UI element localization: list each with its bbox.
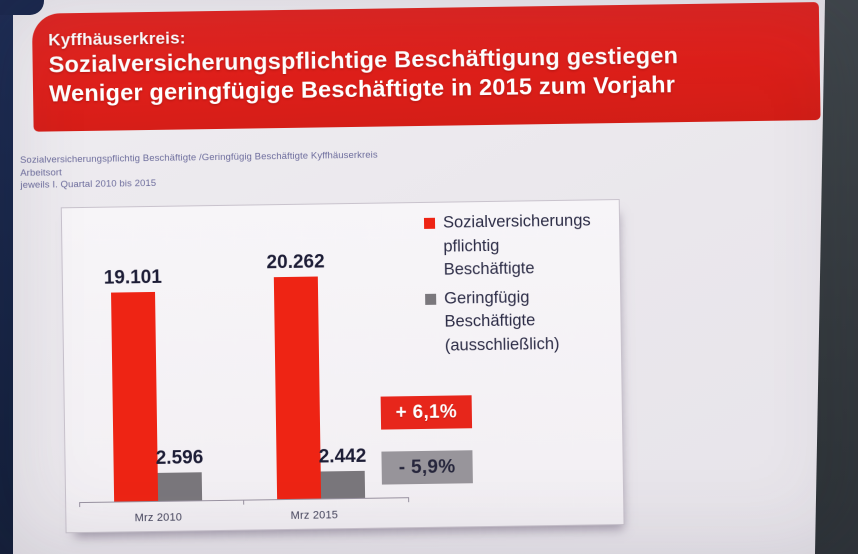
legend-item-gf: Geringfügig Beschäftigte (ausschließlich… bbox=[425, 285, 593, 358]
bar-group-mrz2010: 19.101 2.596 bbox=[104, 266, 204, 502]
x-axis-tick bbox=[79, 503, 81, 508]
bar-gf-mrz2015 bbox=[320, 470, 366, 499]
change-badge-gf: - 5,9% bbox=[381, 450, 473, 485]
photo-edge-left bbox=[0, 0, 13, 554]
bar-group-mrz2015: 20.262 2.442 bbox=[266, 251, 367, 500]
photo-edge-top-left bbox=[0, 0, 44, 15]
x-axis-tick bbox=[408, 498, 410, 503]
legend-label-gf: Geringfügig Beschäftigte (ausschließlich… bbox=[444, 287, 560, 355]
value-label-gf-2015: 2.442 bbox=[318, 445, 367, 468]
bar-sv-mrz2015 bbox=[273, 276, 322, 500]
x-axis-tick bbox=[243, 500, 245, 505]
change-badge-sv: + 6,1% bbox=[380, 395, 473, 430]
legend-item-sv: Sozialversicherungs pflichtig Beschäftig… bbox=[423, 209, 592, 282]
legend-swatch-red-icon bbox=[423, 217, 436, 229]
bar-column-gf-2010: 2.596 bbox=[155, 447, 204, 501]
value-label-sv-2010: 19.101 bbox=[103, 266, 163, 289]
slide: Kyffhäuserkreis: Sozialversicherungspfli… bbox=[10, 0, 830, 554]
bar-column-sv-2015: 20.262 bbox=[266, 251, 325, 500]
value-label-sv-2015: 20.262 bbox=[266, 251, 325, 274]
x-tick-label-mrz2015: Mrz 2015 bbox=[290, 509, 339, 522]
chart-legend: Sozialversicherungs pflichtig Beschäftig… bbox=[423, 209, 593, 362]
chart-panel: 19.101 2.596 20.262 2.442 bbox=[60, 199, 625, 534]
value-label-gf-2010: 2.596 bbox=[155, 447, 204, 469]
legend-swatch-gray-icon bbox=[425, 293, 437, 305]
bar-column-gf-2015: 2.442 bbox=[318, 445, 367, 499]
legend-label-sv: Sozialversicherungs pflichtig Beschäftig… bbox=[442, 211, 591, 279]
slide-title-banner: Kyffhäuserkreis: Sozialversicherungspfli… bbox=[31, 2, 821, 132]
chart-source-caption: Sozialversicherungspflichtig Beschäftigt… bbox=[20, 150, 378, 193]
bar-sv-mrz2010 bbox=[111, 291, 159, 502]
bar-column-sv-2010: 19.101 bbox=[104, 267, 162, 502]
x-tick-label-mrz2010: Mrz 2010 bbox=[134, 511, 183, 525]
bar-gf-mrz2010 bbox=[157, 472, 203, 501]
